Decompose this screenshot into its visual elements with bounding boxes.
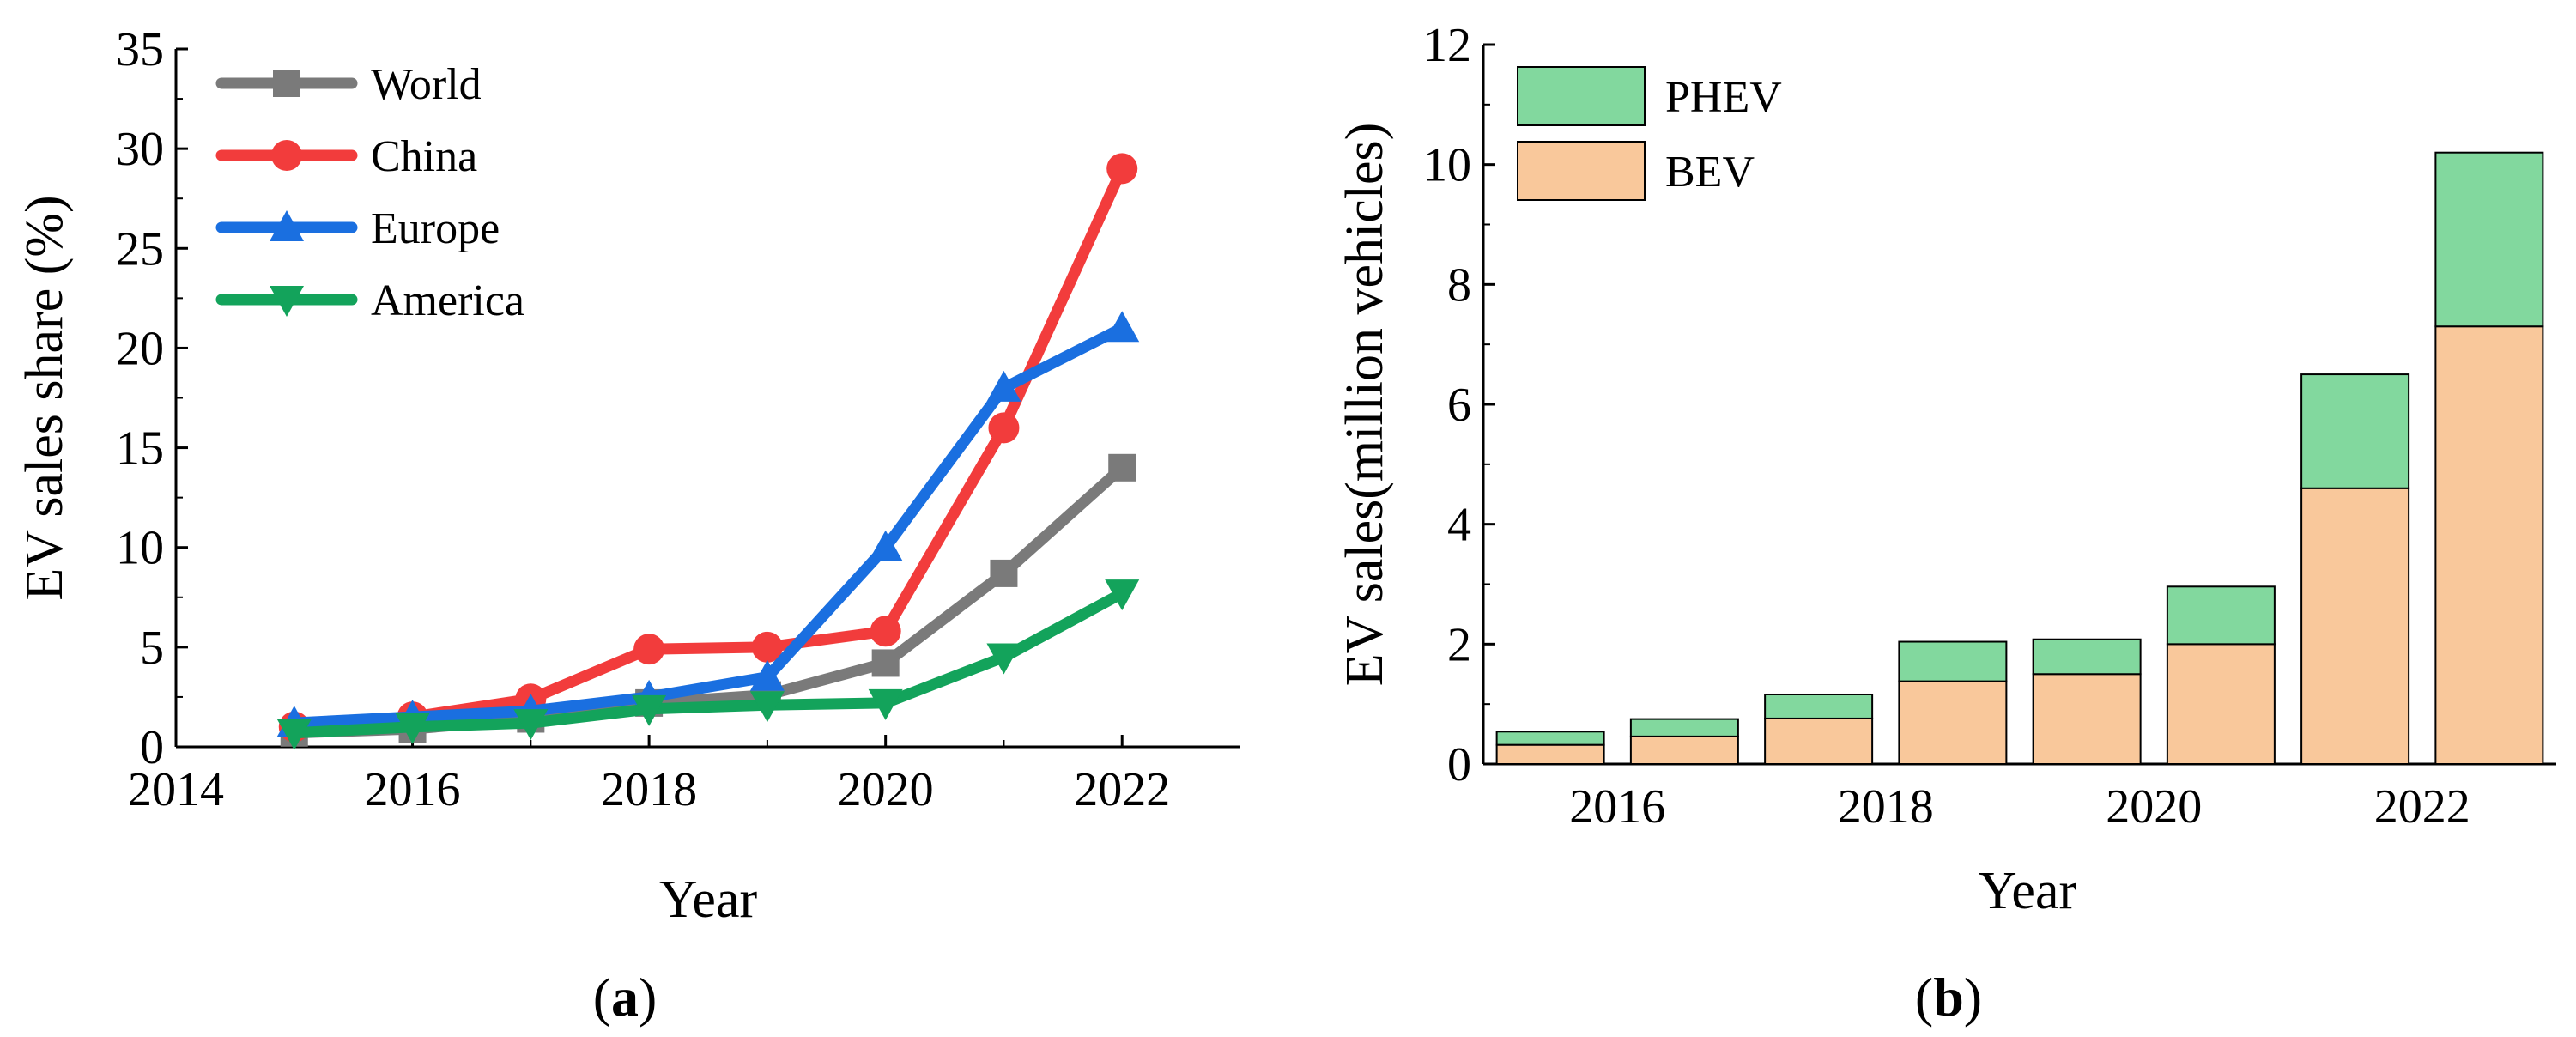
bar-phev-2022 [2434, 151, 2544, 328]
series-line-america [288, 587, 1128, 739]
data-point-china [988, 412, 1020, 444]
data-point-world [990, 559, 1018, 587]
bar-phev-2018 [1898, 640, 2008, 682]
panel-b-label: (b) [1915, 967, 1982, 1028]
panel-b-x-tick-label: 2020 [2106, 780, 2202, 834]
legend-label-bev: BEV [1665, 148, 1755, 197]
data-point-america [632, 694, 667, 726]
bar-phev-2017 [1764, 693, 1874, 719]
bar-phev-2020 [2166, 585, 2276, 646]
bar-bev-2015 [1495, 743, 1605, 765]
panel-a-x-tick-label: 2016 [365, 763, 461, 816]
panel-b-x-axis-title: Year [1979, 862, 2077, 920]
series-line-world [288, 462, 1128, 739]
data-point-china [633, 634, 665, 665]
panel-a-x-tick-label: 2022 [1074, 763, 1170, 816]
data-point-america [513, 709, 549, 741]
panel-a-x-tick-label: 2014 [128, 763, 224, 816]
data-point-china [870, 616, 901, 647]
panel-b-y-tick-label: 4 [1447, 499, 1471, 552]
panel-b-x-tick-label: 2016 [1569, 780, 1665, 834]
panel-a-x-tick-label: 2020 [838, 763, 934, 816]
legend-label-world: World [371, 60, 482, 109]
panel-a-y-tick-label: 30 [116, 123, 164, 176]
panel-b-x-tick-label: 2022 [2374, 780, 2470, 834]
data-point-america [868, 688, 903, 720]
legend-marker-china [271, 140, 302, 171]
panel-a-y-tick-label: 5 [140, 622, 164, 675]
bar-phev-2021 [2300, 373, 2410, 489]
panel-a-y-tick-label: 20 [116, 322, 164, 375]
data-point-america [749, 691, 785, 723]
legend-label-china: China [371, 132, 477, 181]
legend-marker-america [270, 286, 304, 317]
data-point-europe [868, 530, 903, 561]
bar-bev-2016 [1629, 735, 1739, 765]
bar-phev-2019 [2032, 638, 2142, 676]
panel-b-x-tick-label: 2018 [1838, 780, 1934, 834]
panel-b-y-axis-title: EV sales(million vehicles) [1336, 123, 1394, 687]
panel-a-y-tick-label: 25 [116, 222, 164, 276]
data-point-america [395, 713, 430, 744]
panel-a-label: (a) [593, 967, 658, 1028]
legend-marker-europe [270, 210, 304, 241]
panel-a-y-tick-label: 15 [116, 422, 164, 476]
panel-a-y-tick-label: 10 [116, 522, 164, 575]
data-point-europe [749, 659, 785, 691]
panel-a-y-axis-title: EV sales share (%) [15, 195, 74, 600]
bar-bev-2019 [2032, 673, 2142, 765]
data-point-america [1105, 579, 1140, 611]
data-point-europe [1105, 311, 1140, 343]
data-point-america [276, 719, 312, 750]
panel-b-y-tick-label: 12 [1423, 19, 1471, 72]
data-point-america [986, 643, 1021, 675]
bar-bev-2018 [1898, 680, 2008, 766]
bar-bev-2022 [2434, 325, 2544, 765]
data-point-europe [986, 370, 1021, 402]
legend-swatch-phev [1517, 66, 1646, 126]
panel-b-y-tick-label: 0 [1447, 738, 1471, 791]
bar-bev-2020 [2166, 643, 2276, 765]
panel-b-y-tick-label: 10 [1423, 139, 1471, 192]
panel-a-y-tick-label: 0 [140, 721, 164, 774]
panel-a-x-axis-title: Year [659, 870, 758, 929]
bar-bev-2017 [1764, 717, 1874, 766]
series-line-europe [288, 322, 1128, 729]
panel-b-y-tick-label: 8 [1447, 258, 1471, 312]
panel-b-y-tick-label: 2 [1447, 618, 1471, 671]
legend-label-europe: Europe [371, 204, 500, 253]
legend-swatch-bev [1517, 141, 1646, 201]
data-point-world [871, 649, 900, 677]
panel-a-chart: 0 5 10 15 20 25 30 35 2014 2016 2018 2020 2022 World C… [15, 23, 1240, 1028]
bar-bev-2021 [2300, 487, 2410, 765]
panel-a-x-tick-label: 2018 [601, 763, 697, 816]
legend-label-phev: PHEV [1665, 73, 1782, 122]
legend-label-america: America [371, 276, 524, 325]
panel-a-y-tick-label: 35 [116, 23, 164, 76]
bar-phev-2015 [1495, 731, 1605, 746]
panel-b-y-tick-label: 6 [1447, 379, 1471, 432]
data-point-world [1108, 453, 1136, 482]
panel-b-chart: 0 2 4 6 8 10 12 2016 2018 2020 2022 PHEV BEV Year EV s… [1336, 19, 2556, 1028]
bar-phev-2016 [1629, 718, 1739, 737]
data-point-china [751, 631, 783, 663]
data-point-china [1106, 153, 1138, 185]
legend-marker-world [273, 70, 300, 97]
